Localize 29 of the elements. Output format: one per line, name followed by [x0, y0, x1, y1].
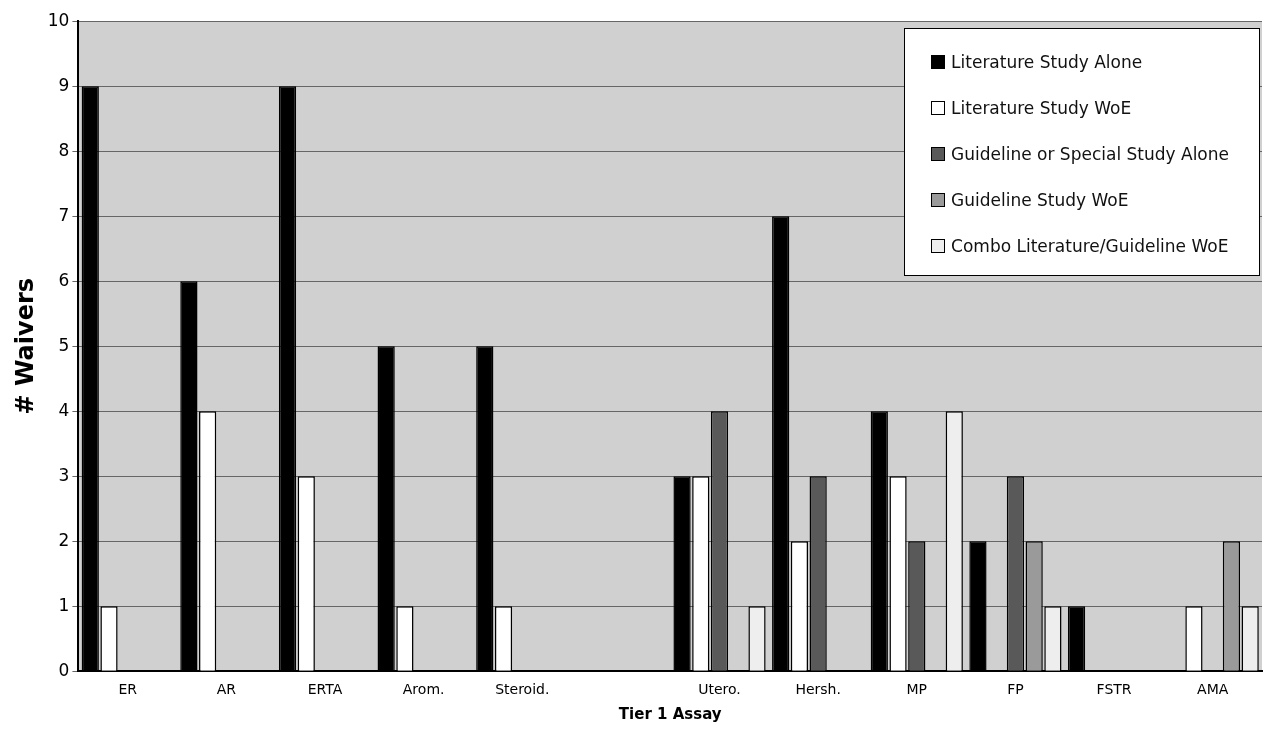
x-tick-label: AR	[216, 681, 237, 698]
x-tick-label: ER	[118, 681, 138, 698]
y-tick-label: 10	[47, 9, 70, 30]
y-tick-label: 5	[58, 334, 70, 355]
x-axis-title: Tier 1 Assay	[618, 704, 722, 723]
y-tick-label: 8	[58, 139, 70, 160]
y-tick-label: 4	[58, 399, 70, 420]
y-tick-label: 0	[58, 659, 70, 680]
x-tick-label: FP	[1007, 681, 1024, 698]
legend-label: Guideline or Special Study Alone	[951, 144, 1229, 164]
y-tick-label: 3	[58, 464, 70, 485]
y-axis-title: # Waivers	[10, 277, 39, 415]
y-tick-label: 1	[58, 594, 70, 615]
x-tick-label: AMA	[1197, 681, 1229, 698]
y-tick-label: 7	[58, 204, 70, 225]
x-tick-label: ERTA	[307, 681, 343, 698]
legend-label: Guideline Study WoE	[951, 190, 1129, 210]
y-tick-label: 9	[58, 74, 70, 95]
x-tick-label: MP	[906, 681, 928, 698]
x-tick-label: Hersh.	[795, 681, 841, 698]
x-tick-label: Arom.	[402, 681, 445, 698]
x-tick-label: FSTR	[1096, 681, 1132, 698]
legend-label: Combo Literature/Guideline WoE	[951, 236, 1229, 256]
legend-label: Literature Study Alone	[951, 52, 1143, 72]
y-tick-label: 2	[58, 529, 70, 550]
legend-label: Literature Study WoE	[951, 98, 1132, 118]
y-tick-label: 6	[58, 269, 70, 290]
x-tick-label: Steroid.	[495, 681, 550, 698]
x-tick-label: Utero.	[698, 681, 741, 698]
